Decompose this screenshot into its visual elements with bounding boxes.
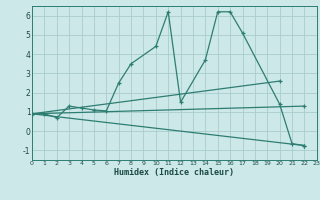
X-axis label: Humidex (Indice chaleur): Humidex (Indice chaleur): [115, 168, 234, 177]
